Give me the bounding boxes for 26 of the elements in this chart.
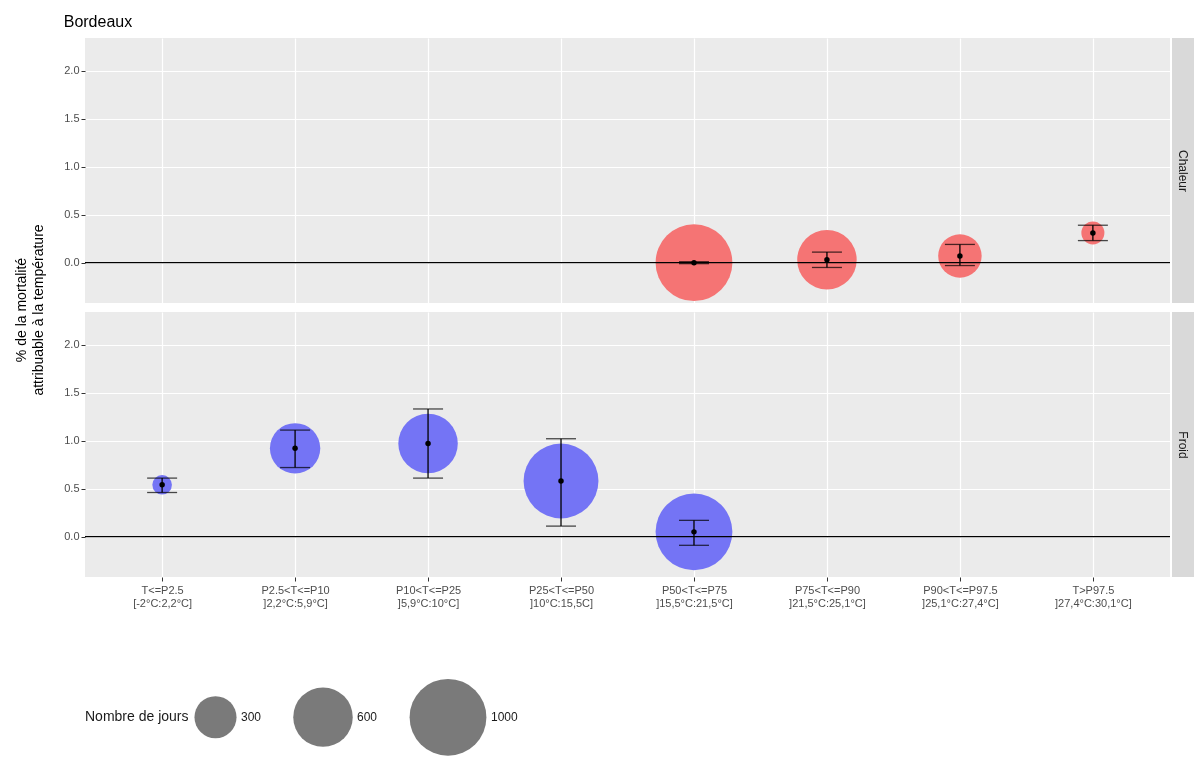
- y-tick-label: 1.0: [64, 160, 80, 173]
- legend-label: 300: [241, 710, 262, 725]
- y-axis-title: % de la mortalité attribuable à la température: [13, 224, 47, 396]
- y-tick-label: 1.0: [64, 434, 80, 447]
- y-tick-label: 2.0: [64, 64, 80, 77]
- y-tick-label: 1.5: [64, 386, 80, 399]
- x-tick-label: P75<T<=P90 ]21,5°C:25,1°C]: [789, 583, 866, 609]
- y-tick-label: 2.0: [64, 338, 80, 351]
- x-tick-label: P2.5<T<=P10 ]2,2°C:5,9°C]: [261, 583, 330, 609]
- legend-title: Nombre de jours: [85, 708, 189, 724]
- y-tick-label: 0.0: [64, 530, 80, 543]
- y-tick-label: 0.5: [64, 482, 80, 495]
- x-tick-label: T<=P2.5 [-2°C:2,2°C]: [133, 583, 193, 609]
- legend-label: 600: [357, 710, 378, 725]
- x-tick-label: P25<T<=P50 ]10°C:15,5C]: [528, 583, 595, 609]
- x-tick-label: T>P97.5 ]27,4°C:30,1°C]: [1055, 583, 1132, 609]
- x-tick-label: P10<T<=P25 ]5,9°C:10°C]: [395, 583, 462, 609]
- y-tick-label: 0.5: [64, 208, 80, 221]
- legend-label: 1000: [491, 710, 519, 725]
- y-tick-label: 1.5: [64, 112, 80, 125]
- text: Chaleur: [1176, 149, 1190, 192]
- text: Froid: [1176, 430, 1190, 459]
- y-tick-label: 0.0: [64, 256, 80, 269]
- chart-title: Bordeaux: [63, 13, 133, 30]
- x-tick-label: P50<T<=P75 ]15,5°C:21,5°C]: [656, 583, 733, 609]
- x-tick-label: P90<T<=P97.5 ]25,1°C:27,4°C]: [922, 583, 999, 609]
